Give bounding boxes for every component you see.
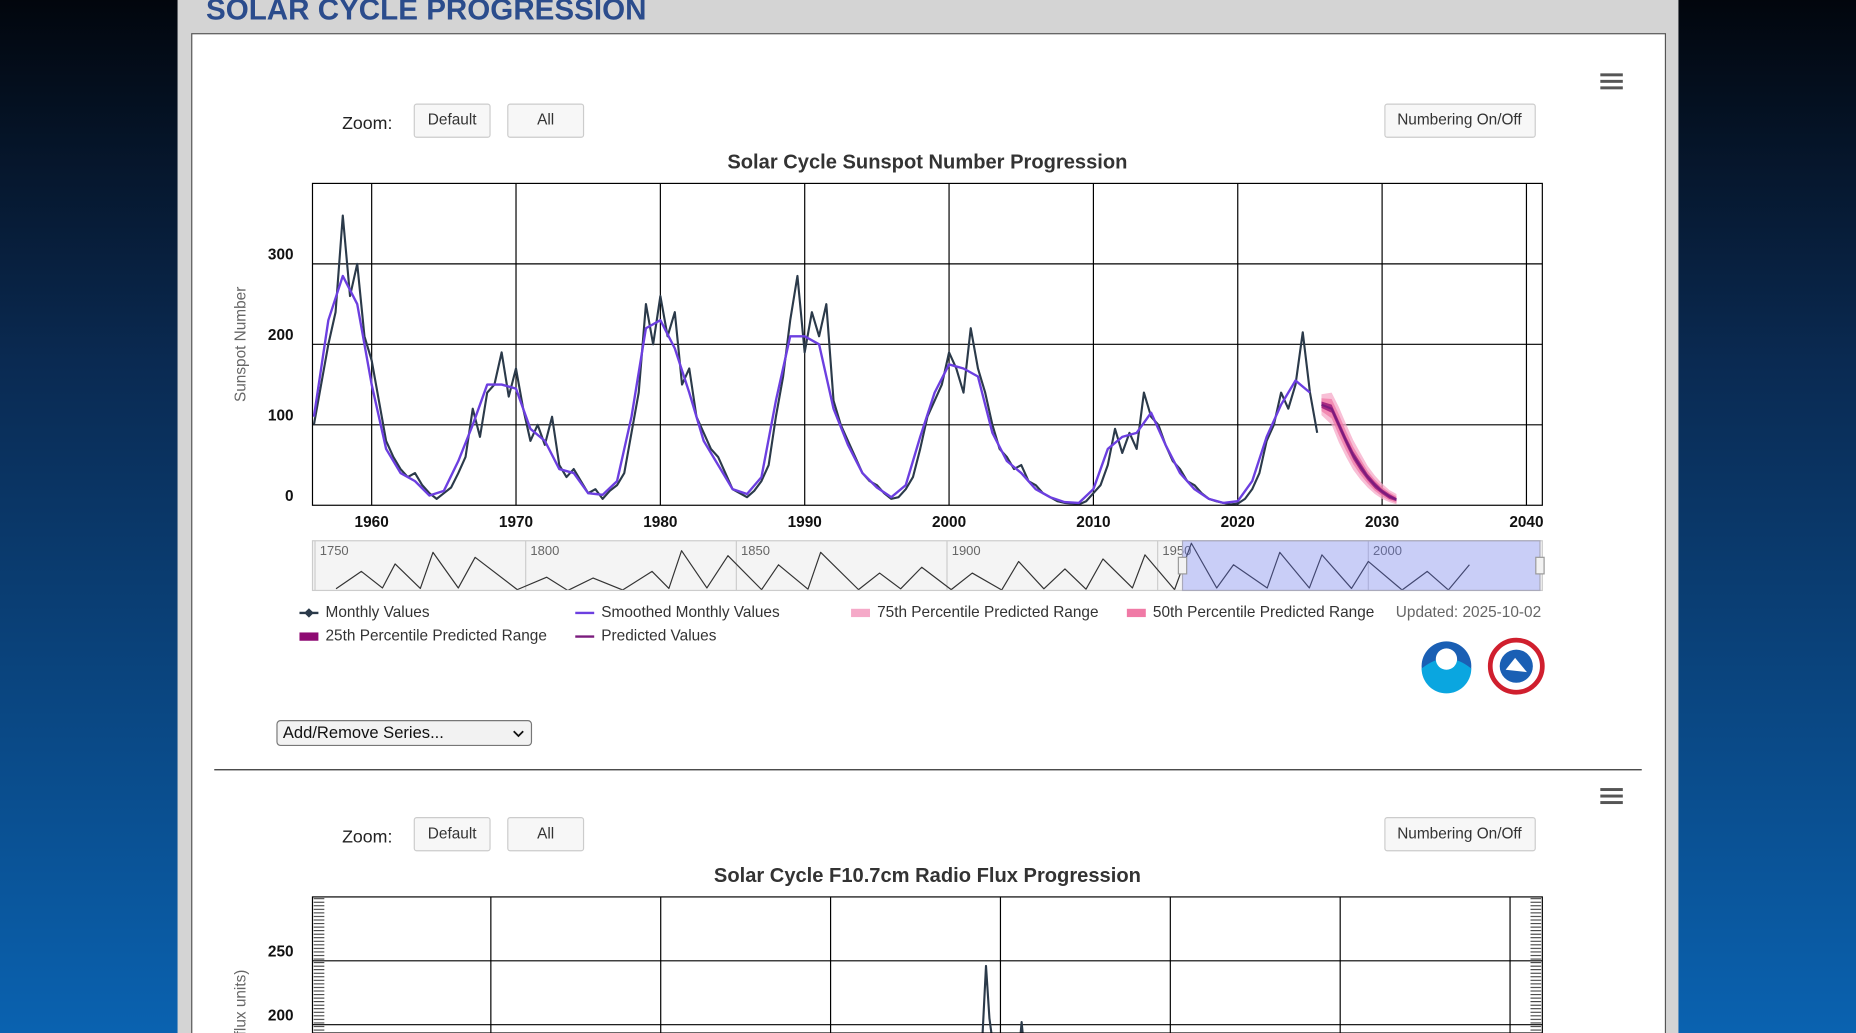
- x-tick-label: 2030: [1365, 514, 1399, 531]
- chart-title: Solar Cycle Sunspot Number Progression: [727, 152, 1127, 174]
- plot-area: [335, 542, 1470, 591]
- y-tick-label: 200: [268, 327, 294, 344]
- plot-area: [312, 214, 1397, 506]
- legend-item[interactable]: 75th Percentile Predicted Range: [851, 604, 1099, 621]
- button[interactable]: [507, 817, 585, 852]
- chart-container: [191, 33, 1667, 1033]
- x-tick-label: 2000: [1373, 543, 1402, 558]
- x-tick-label: 1850: [741, 543, 770, 558]
- y-tick-label: 0: [285, 488, 294, 505]
- series-line: [981, 964, 1024, 1033]
- plot-area: [981, 964, 1024, 1033]
- x-tick-label: 1950: [1162, 543, 1191, 558]
- button-label[interactable]: All: [537, 112, 554, 129]
- y-tick-label: 100: [268, 408, 294, 425]
- y-axis-title: flux units): [233, 970, 250, 1033]
- y-tick-label: 300: [268, 247, 294, 264]
- axis-ruler: [1530, 898, 1542, 1033]
- button[interactable]: [413, 817, 491, 852]
- legend-label: 25th Percentile Predicted Range: [326, 628, 547, 645]
- legend-item[interactable]: Predicted Values: [575, 628, 717, 645]
- hamburger-menu[interactable]: [1600, 73, 1623, 90]
- legend-label: 50th Percentile Predicted Range: [1153, 604, 1374, 621]
- zoom-label: Zoom:: [342, 826, 392, 846]
- nws-logo: [1487, 637, 1545, 695]
- x-tick-label: 2000: [932, 514, 966, 531]
- noaa-logo: [1421, 641, 1472, 694]
- legend-symbol: [851, 608, 870, 618]
- legend-item[interactable]: 50th Percentile Predicted Range: [1126, 604, 1374, 621]
- zoom-label: Zoom:: [342, 113, 392, 133]
- legend-symbol: [1126, 608, 1146, 618]
- legend-symbol: [299, 632, 319, 641]
- y-tick-label: 250: [268, 944, 294, 961]
- y-axis-title: Sunspot Number: [233, 287, 250, 402]
- plot-border: [311, 182, 1543, 506]
- x-tick-label: 2020: [1221, 514, 1255, 531]
- series-line: [335, 542, 1470, 591]
- x-tick-label: 1980: [643, 514, 677, 531]
- button-label[interactable]: Default: [428, 825, 477, 842]
- x-tick-label: 1990: [788, 514, 822, 531]
- y-tick-label: 200: [268, 1007, 294, 1024]
- dropdown-arrow: [513, 730, 524, 738]
- legend-label: Smoothed Monthly Values: [601, 604, 780, 621]
- x-tick-label: 2040: [1509, 514, 1543, 531]
- x-tick-label: 1800: [530, 543, 559, 558]
- button-label[interactable]: Numbering On/Off: [1397, 825, 1522, 842]
- button-label[interactable]: Default: [428, 112, 477, 129]
- page-title: SOLAR CYCLE PROGRESSION: [206, 0, 647, 27]
- button-label[interactable]: Numbering On/Off: [1397, 112, 1522, 129]
- hamburger-menu[interactable]: [1600, 788, 1623, 805]
- legend-item[interactable]: 25th Percentile Predicted Range: [299, 628, 547, 645]
- button[interactable]: [1384, 817, 1536, 852]
- chart-title: Solar Cycle F10.7cm Radio Flux Progressi…: [714, 865, 1141, 887]
- button[interactable]: [1384, 103, 1536, 138]
- legend-label: Monthly Values: [326, 604, 430, 621]
- series-line: [1321, 403, 1397, 501]
- navigator-selection: [1181, 540, 1541, 592]
- chart: Solar Cycle F10.7cm Radio Flux Progressi…: [233, 865, 1543, 1033]
- button[interactable]: [413, 103, 491, 138]
- x-tick-label: 1900: [952, 543, 981, 558]
- plot-border: [311, 896, 1543, 1033]
- dropdown-label[interactable]: Add/Remove Series...: [283, 723, 444, 742]
- navigator-handle[interactable]: [1177, 556, 1188, 575]
- navigator-handle[interactable]: [1535, 556, 1545, 575]
- x-tick-label: 1970: [499, 514, 533, 531]
- legend-item[interactable]: Smoothed Monthly Values: [575, 604, 780, 621]
- button-label[interactable]: All: [537, 825, 554, 842]
- x-tick-label: 1960: [355, 514, 389, 531]
- legend-label: 75th Percentile Predicted Range: [877, 604, 1098, 621]
- series-dropdown[interactable]: [276, 720, 533, 747]
- x-tick-label: 2010: [1076, 514, 1110, 531]
- axis-ruler: [313, 898, 325, 1033]
- chart: 1750 1800 1850 1900 1950 2000: [311, 540, 1543, 592]
- updated-date: Updated: 2025-10-02: [1396, 604, 1541, 621]
- navigator-background: [312, 540, 1543, 591]
- series-line: [312, 274, 1311, 505]
- button[interactable]: [507, 103, 585, 138]
- legend-label: Predicted Values: [601, 628, 716, 645]
- x-tick-label: 1750: [320, 543, 349, 558]
- chart: Solar Cycle Sunspot Number Progression Su…: [233, 152, 1544, 531]
